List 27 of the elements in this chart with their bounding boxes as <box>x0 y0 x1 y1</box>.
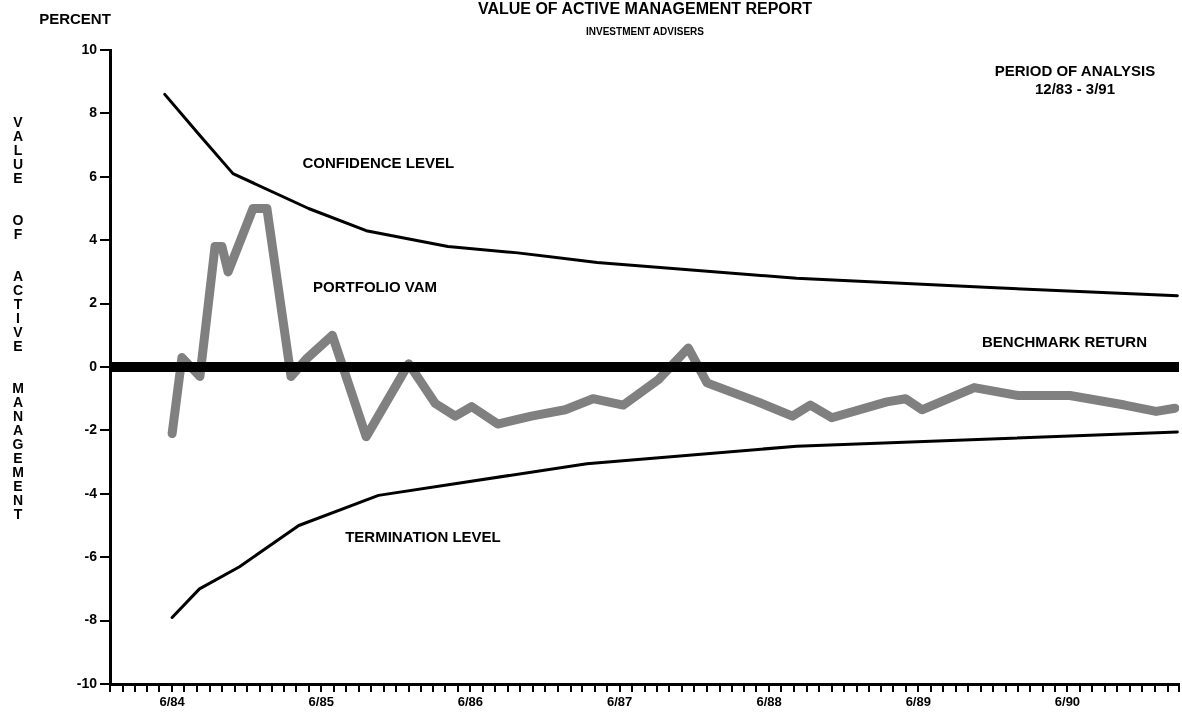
x-tick-label: 6/86 <box>457 694 484 710</box>
y-tick-label: 4 <box>89 231 98 248</box>
text: VALUE OF ACTIVE MANAGEMENT <box>12 113 24 522</box>
y-tick-label: -6 <box>84 548 98 565</box>
annotation: PERIOD OF ANALYSIS 12/83 - 3/91 <box>994 62 1156 98</box>
x-tick-label: 6/89 <box>905 694 931 710</box>
chart-subtitle: INVESTMENT ADVISERS <box>586 25 705 37</box>
chart-title: VALUE OF ACTIVE MANAGEMENT REPORT <box>477 0 813 18</box>
text: CONFIDENCE LEVEL <box>302 154 455 172</box>
y-tick-label: -4 <box>84 484 98 501</box>
y-tick-label: 0 <box>89 357 98 374</box>
y-tick-label: -10 <box>76 674 98 691</box>
y-tick-label: -2 <box>84 421 98 438</box>
x-tick-label: 6/85 <box>308 694 334 710</box>
x-tick-label: 6/90 <box>1054 694 1081 710</box>
text: PERCENT <box>39 10 111 28</box>
y-tick-label: -8 <box>84 611 98 628</box>
x-tick-label: 6/88 <box>756 694 782 710</box>
y-tick-label: 8 <box>89 104 98 121</box>
text: PORTFOLIO VAM <box>313 277 437 295</box>
y-tick-label: 2 <box>89 294 98 311</box>
y-tick-label: 6 <box>89 167 98 184</box>
x-tick-label: 6/84 <box>159 694 186 710</box>
ref-line-label: BENCHMARK RETURN <box>982 333 1147 351</box>
series-label: TERMINATION LEVEL <box>345 528 501 546</box>
y-tick-label: 10 <box>81 40 98 57</box>
x-tick-label: 6/87 <box>606 694 633 710</box>
